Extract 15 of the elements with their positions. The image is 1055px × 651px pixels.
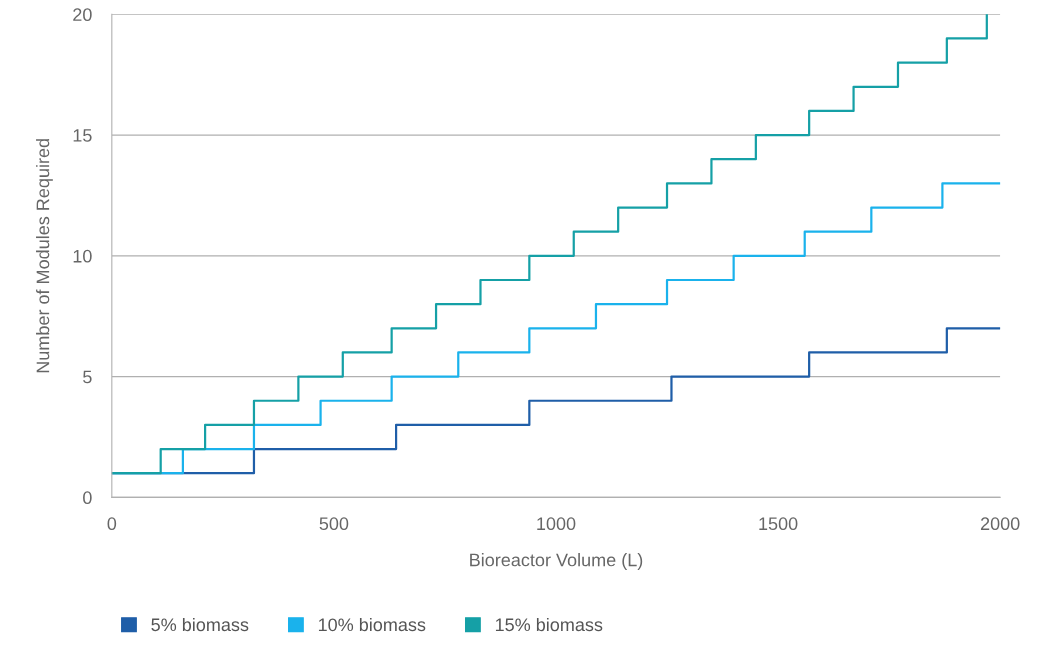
y-tick-label: 0 xyxy=(83,491,92,505)
legend-label: 10% biomass xyxy=(318,617,426,632)
x-tick-label: 0 xyxy=(107,517,117,531)
x-tick-label: 1000 xyxy=(537,517,576,531)
x-tick-label: 1500 xyxy=(759,517,798,531)
legend-label: 5% biomass xyxy=(151,617,249,632)
y-tick-label: 20 xyxy=(73,8,92,22)
y-tick-label: 15 xyxy=(73,129,92,142)
legend-label: 15% biomass xyxy=(495,617,603,632)
x-axis-title: Bioreactor Volume (L) xyxy=(470,553,643,570)
y-tick-label: 5 xyxy=(83,370,92,384)
x-tick-label: 2000 xyxy=(980,517,1020,531)
x-tick-label: 500 xyxy=(319,517,349,531)
y-tick-label: 10 xyxy=(73,249,92,263)
y-axis-title: Number of Modules Required xyxy=(36,139,53,373)
